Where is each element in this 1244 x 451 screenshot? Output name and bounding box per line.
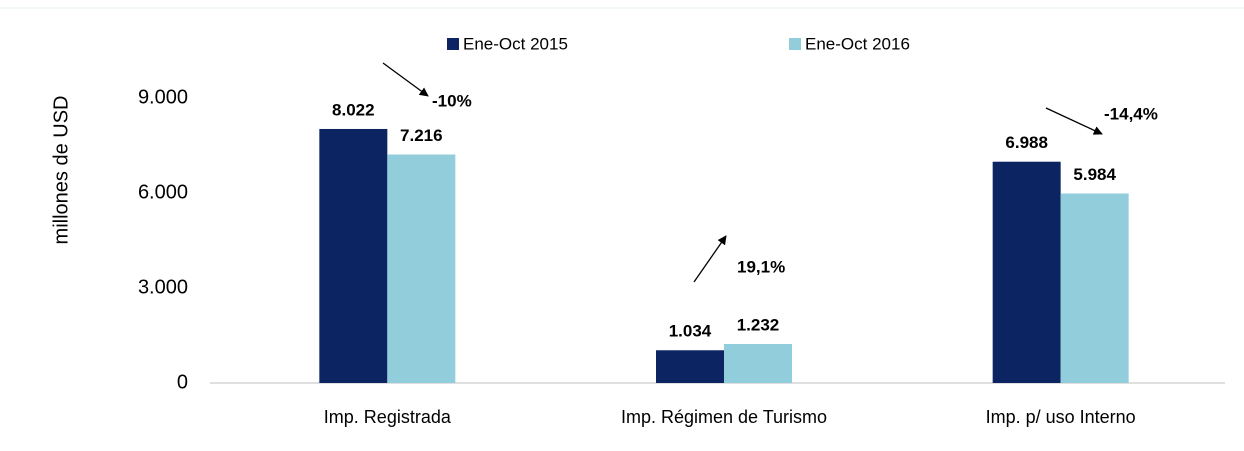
legend-swatch: [447, 38, 459, 50]
legend-label: Ene-Oct 2015: [463, 34, 568, 53]
bar: [387, 154, 456, 383]
value-label: 1.232: [737, 315, 780, 334]
y-tick-label: 9.000: [138, 86, 188, 108]
y-axis-label: millones de USD: [50, 96, 72, 245]
bar: [1060, 193, 1129, 383]
arrow: [693, 235, 727, 283]
value-label: 5.984: [1073, 165, 1116, 184]
value-label: 1.034: [669, 322, 712, 341]
x-tick-label: Imp. Régimen de Turismo: [621, 407, 827, 427]
x-tick-label: Imp. Registrada: [324, 407, 452, 427]
value-label: 8.022: [332, 100, 375, 119]
bar: [319, 128, 388, 383]
legend-label: Ene-Oct 2016: [805, 34, 910, 53]
annotation: 19,1%: [737, 257, 785, 276]
annotation: -14,4%: [1104, 104, 1158, 123]
y-tick-label: 0: [177, 371, 188, 393]
y-tick-label: 3.000: [138, 276, 188, 298]
x-tick-label: Imp. p/ uso Interno: [986, 407, 1136, 427]
arrow: [1045, 107, 1103, 135]
bar: [992, 161, 1061, 383]
bar: [656, 350, 724, 383]
value-label: 7.216: [400, 126, 443, 145]
legend-swatch: [789, 38, 801, 50]
arrow: [382, 62, 429, 97]
annotation: -10%: [432, 91, 472, 110]
value-label: 6.988: [1005, 133, 1048, 152]
bar: [724, 343, 792, 383]
y-tick-label: 6.000: [138, 181, 188, 203]
